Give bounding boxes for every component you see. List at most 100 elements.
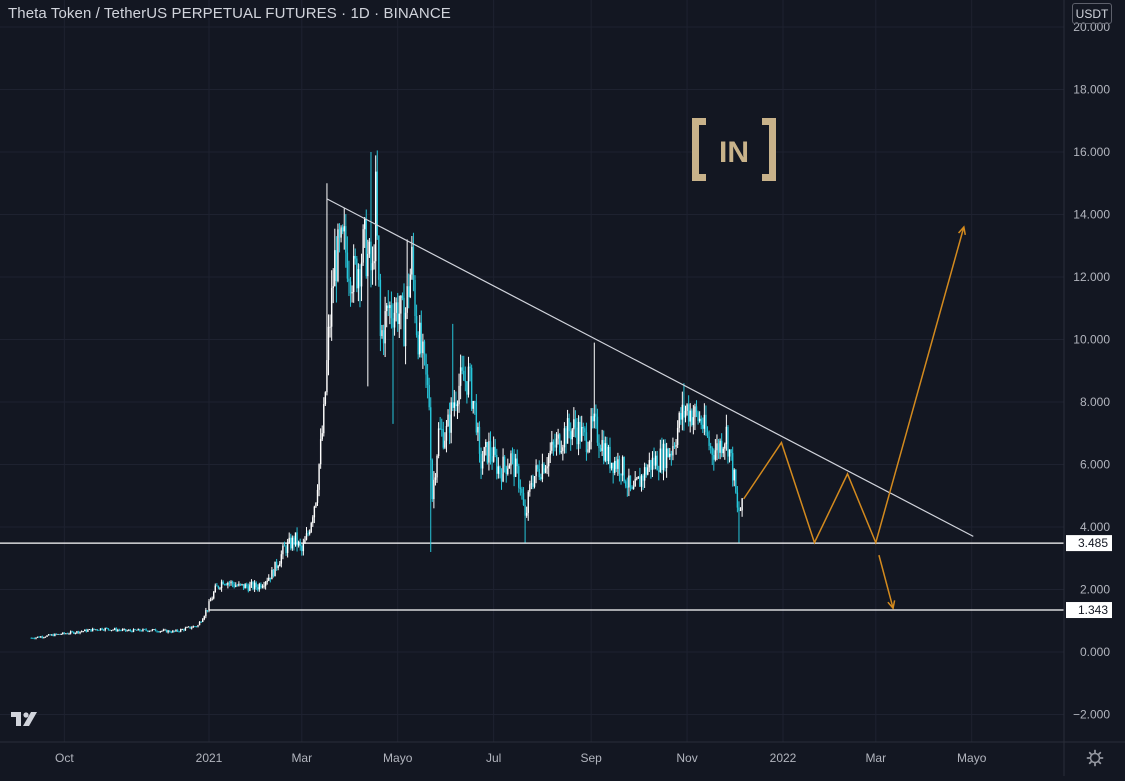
gear-icon[interactable] [1086,749,1104,767]
candle [489,431,492,465]
candle [370,152,372,288]
projection-down [878,554,894,609]
candle [87,628,89,632]
candle-body [297,541,300,546]
candle-body [643,467,646,481]
candle [173,630,176,633]
candle-body [285,546,287,553]
candle-body [401,295,404,298]
candle [463,355,465,381]
candle-body [516,458,518,467]
candle-body [181,629,183,631]
candle [725,414,728,451]
candle [409,268,411,299]
candle-body [525,512,528,516]
candle-body [230,581,232,584]
candle-body [549,450,551,456]
candle [112,629,114,631]
candle-body [32,637,34,639]
candle [393,297,396,336]
candle-body [510,453,512,466]
candle [507,458,509,476]
candle [307,530,309,537]
candle [500,468,503,490]
candle-body [653,457,655,466]
candle-body [55,633,58,635]
candle [684,405,687,423]
candle [167,629,169,634]
candle-body [198,621,201,626]
candle [280,550,283,568]
y-tick-label: 2.000 [1080,583,1110,597]
candle [681,391,684,431]
y-tick-label: 4.000 [1080,520,1110,534]
currency-button[interactable]: USDT [1072,3,1112,24]
candle-body [337,229,339,282]
candle-body [68,633,70,635]
candle-body [349,281,352,294]
candle [717,438,720,459]
candle [428,377,430,411]
candle [510,450,512,475]
candle [620,473,622,485]
candle [43,636,45,639]
candle [220,579,223,592]
candle [645,463,647,478]
candle-body [161,630,163,632]
candle-body [110,630,113,631]
candle-body [431,460,434,500]
candle-body [143,629,146,630]
candle-body [593,413,595,422]
candle [724,442,726,460]
price-label: 3.485 [1066,535,1112,552]
candle [702,417,704,434]
candle [282,544,284,560]
candle [651,451,654,478]
candle [209,597,212,602]
candle-body [35,637,37,639]
candle-body [527,491,529,513]
candle-body [585,432,588,452]
candle-body [500,474,503,482]
candle-body [661,448,663,471]
candle [560,440,562,455]
candle-body [426,374,429,386]
candle-body [705,414,707,433]
candle [478,421,481,463]
candle-body [283,545,286,547]
candle [736,486,739,513]
candle [530,475,533,490]
candle [269,577,272,583]
candle-body [338,229,341,238]
candle [228,580,231,587]
candle [189,626,191,629]
candle [384,296,386,358]
candle-body [639,476,641,487]
candle-body [107,628,110,630]
candle [85,628,88,633]
candle [159,630,161,633]
candle [582,422,584,436]
candle-body [658,470,660,472]
candle [414,275,416,324]
candle [382,324,385,356]
candle-body [617,459,619,469]
candle [274,561,276,577]
tradingview-logo-icon[interactable] [9,708,41,730]
candle [32,637,34,639]
candle [625,479,627,489]
candle-body [131,630,133,632]
candle [345,214,347,268]
candle [603,430,605,465]
candle-body [291,537,294,549]
candle [516,449,518,474]
candle [129,628,132,632]
candle-body [327,326,330,361]
candle [250,579,253,588]
candle [38,636,40,638]
candle-body [77,631,80,634]
candle [697,410,699,425]
candle-body [62,632,64,635]
